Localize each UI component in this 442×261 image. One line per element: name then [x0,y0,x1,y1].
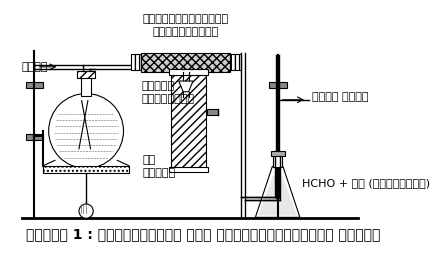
Polygon shape [255,167,300,217]
Text: प्लेटिनमयुक्त
ऐस्बेस्टॉस: प्लेटिनमयुक्त ऐस्बेस्टॉस [143,14,229,37]
Text: वायु: वायु [22,62,49,72]
Bar [77,71,95,78]
Bar [26,82,43,88]
Bar [171,75,206,168]
Text: जल
ऊष्मक: जल ऊष्मक [142,155,175,178]
Circle shape [49,93,123,168]
Text: चूषक पम्प: चूषक पम्प [312,92,369,102]
Bar [207,109,218,115]
Bar [43,166,129,173]
Bar [169,69,208,75]
Bar [269,82,286,88]
Bar [169,167,208,172]
Bar [141,52,230,72]
Bar [131,54,141,70]
Bar [81,76,91,96]
Text: मेथिल
ऐल्कोहॉल: मेथिल ऐल्कोहॉल [141,81,194,104]
Circle shape [79,204,93,218]
Bar [26,134,43,140]
Polygon shape [258,175,297,216]
Polygon shape [179,81,193,92]
Text: चित्र 1 : प्रयोगशाला में फॉर्मेल्डिहाइड बनाना: चित्र 1 : प्रयोगशाला में फॉर्मेल्डिहाइड … [26,227,380,241]
Bar [273,154,282,167]
Bar [271,151,285,156]
Bar [230,54,241,70]
Text: HCHO + जल (फॉर्मिलन): HCHO + जल (फॉर्मिलन) [302,178,430,188]
